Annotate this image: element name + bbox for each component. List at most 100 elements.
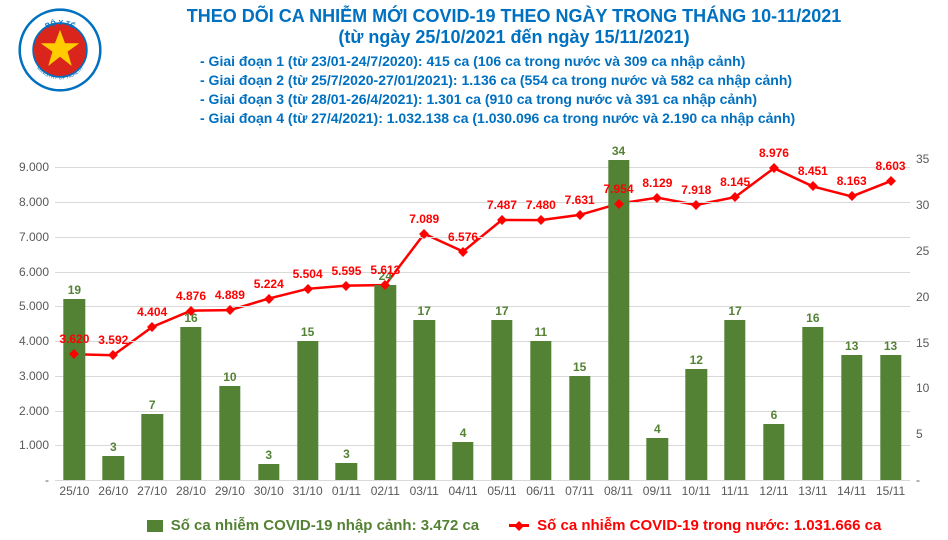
bar — [336, 463, 357, 480]
subtitle-line: - Giai đoạn 4 (từ 27/4/2021): 1.032.138 … — [200, 109, 928, 128]
x-tick-label: 14/11 — [837, 484, 866, 498]
y-right-tick: 35 — [916, 152, 929, 166]
bar — [841, 355, 862, 480]
y-right-tick: 30 — [916, 198, 929, 212]
bar — [103, 456, 124, 480]
chart-container: BỘ Y TẾ MINISTRY OF HEALTH THEO DÕI CA N… — [0, 0, 948, 540]
bar-value-label: 13 — [884, 339, 897, 353]
legend-bar-label: Số ca nhiễm COVID-19 nhập cảnh: 3.472 ca — [171, 517, 479, 534]
line-value-label: 8.129 — [642, 176, 672, 190]
x-tick-label: 08/11 — [604, 484, 633, 498]
line-value-label: 5.595 — [331, 264, 361, 278]
line-value-label: 3.592 — [98, 333, 128, 347]
bar — [686, 369, 707, 480]
bar — [64, 299, 85, 480]
x-tick-label: 26/10 — [98, 484, 128, 498]
legend-item-bar: Số ca nhiễm COVID-19 nhập cảnh: 3.472 ca — [147, 517, 479, 534]
x-tick-label: 12/11 — [759, 484, 788, 498]
bar — [724, 320, 745, 480]
bar-value-label: 34 — [612, 144, 625, 158]
line-value-label: 4.876 — [176, 289, 206, 303]
bar-value-label: 7 — [149, 398, 156, 412]
x-tick-label: 30/10 — [254, 484, 284, 498]
x-tick-label: 01/11 — [332, 484, 361, 498]
line-value-label: 7.487 — [487, 198, 517, 212]
bar-value-label: 4 — [460, 426, 467, 440]
chart-title: THEO DÕI CA NHIỄM MỚI COVID-19 THEO NGÀY… — [100, 6, 928, 48]
x-tick-label: 06/11 — [526, 484, 555, 498]
line-value-label: 8.145 — [720, 175, 750, 189]
bar — [297, 341, 318, 480]
y-left-tick: 7.000 — [9, 230, 49, 244]
x-tick-label: 05/11 — [487, 484, 516, 498]
bar-value-label: 3 — [343, 447, 350, 461]
x-tick-label: 11/11 — [721, 484, 749, 498]
subtitle-line: - Giai đoạn 1 (từ 23/01-24/7/2020): 415 … — [200, 52, 928, 71]
y-left-tick: 3.000 — [9, 369, 49, 383]
subtitle-block: - Giai đoạn 1 (từ 23/01-24/7/2020): 415 … — [200, 52, 928, 128]
y-left-tick: 2.000 — [9, 404, 49, 418]
x-tick-label: 07/11 — [565, 484, 594, 498]
subtitle-line: - Giai đoạn 3 (từ 28/01-26/4/2021): 1.30… — [200, 90, 928, 109]
title-line-2: (từ ngày 25/10/2021 đến ngày 15/11/2021) — [100, 27, 928, 48]
y-right-tick: 25 — [916, 244, 929, 258]
line-value-label: 7.480 — [526, 198, 556, 212]
line-value-label: 4.889 — [215, 288, 245, 302]
y-right-tick: 15 — [916, 336, 929, 350]
line-value-label: 8.603 — [876, 159, 906, 173]
bar-value-label: 12 — [690, 353, 703, 367]
bar — [258, 464, 279, 480]
bar-value-label: 3 — [110, 440, 117, 454]
y-left-tick: 4.000 — [9, 334, 49, 348]
y-right-tick: 10 — [916, 381, 929, 395]
line-value-label: 7.918 — [681, 183, 711, 197]
x-tick-label: 28/10 — [176, 484, 206, 498]
line-value-label: 8.163 — [837, 174, 867, 188]
line-value-label: 8.451 — [798, 164, 828, 178]
bar-value-label: 16 — [806, 311, 819, 325]
y-right-tick: 20 — [916, 290, 929, 304]
line-value-label: 7.631 — [565, 193, 595, 207]
bar-value-label: 10 — [223, 370, 236, 384]
bar — [452, 442, 473, 480]
x-tick-label: 02/11 — [371, 484, 400, 498]
x-tick-label: 29/10 — [215, 484, 245, 498]
bar — [414, 320, 435, 480]
x-tick-label: 10/11 — [682, 484, 711, 498]
ministry-logo-icon: BỘ Y TẾ MINISTRY OF HEALTH — [18, 8, 102, 92]
x-tick-label: 25/10 — [59, 484, 89, 498]
y-right-tick: - — [916, 473, 920, 487]
legend-line-label: Số ca nhiễm COVID-19 trong nước: 1.031.6… — [537, 517, 881, 534]
bar — [375, 285, 396, 480]
plot-area: -1.0002.0003.0004.0005.0006.0007.0008.00… — [55, 150, 910, 480]
bar — [491, 320, 512, 480]
bar-value-label: 15 — [301, 325, 314, 339]
bar-value-label: 19 — [68, 283, 81, 297]
legend-item-line: Số ca nhiễm COVID-19 trong nước: 1.031.6… — [509, 517, 881, 534]
line-value-label: 7.089 — [409, 212, 439, 226]
legend: Số ca nhiễm COVID-19 nhập cảnh: 3.472 ca… — [100, 517, 928, 534]
line-value-label: 7.954 — [604, 182, 634, 196]
subtitle-line: - Giai đoạn 2 (từ 25/7/2020-27/01/2021):… — [200, 71, 928, 90]
bar — [569, 376, 590, 480]
bar — [530, 341, 551, 480]
line-value-label: 8.976 — [759, 146, 789, 160]
line-swatch-icon — [509, 524, 529, 527]
y-left-tick: 8.000 — [9, 195, 49, 209]
x-tick-label: 15/11 — [876, 484, 905, 498]
bar-value-label: 17 — [418, 304, 431, 318]
line-value-label: 6.576 — [448, 230, 478, 244]
x-tick-label: 31/10 — [293, 484, 323, 498]
bar — [880, 355, 901, 480]
line-value-label: 5.224 — [254, 277, 284, 291]
bar — [141, 414, 162, 480]
bar-value-label: 11 — [534, 325, 547, 339]
bar — [219, 386, 240, 480]
bar — [763, 424, 784, 480]
line-value-label: 4.404 — [137, 305, 167, 319]
x-tick-label: 13/11 — [798, 484, 827, 498]
line-value-label: 3.620 — [59, 332, 89, 346]
bar-value-label: 3 — [265, 448, 272, 462]
y-left-tick: 1.000 — [9, 438, 49, 452]
bar-swatch-icon — [147, 520, 163, 532]
